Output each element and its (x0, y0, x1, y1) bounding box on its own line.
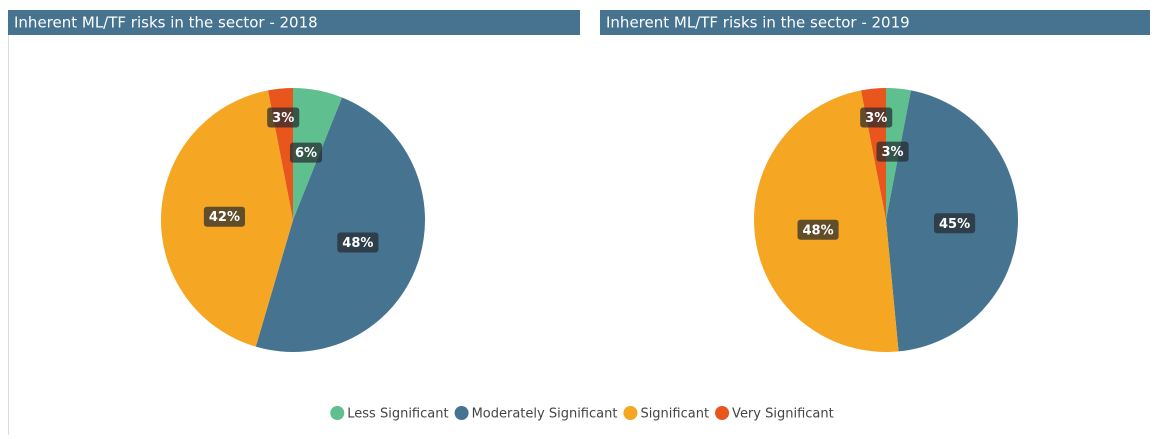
data-label-text: 3% (881, 145, 903, 160)
data-label-text: 48% (342, 236, 373, 251)
data-label-box (267, 107, 300, 128)
legend-swatch (623, 406, 638, 420)
data-label: 48% (797, 219, 839, 240)
data-label: 6% (289, 142, 323, 163)
data-label-box (860, 107, 893, 128)
data-label: 3% (860, 107, 893, 128)
chart-title: Inherent ML/TF risks in the sector - 201… (606, 14, 910, 32)
chart-title: Inherent ML/TF risks in the sector - 201… (14, 14, 318, 32)
data-label-box (289, 142, 323, 163)
data-label-box (933, 213, 976, 234)
data-label: 3% (267, 107, 300, 128)
legend-label: Very Significant (732, 407, 834, 422)
legend-label: Less Significant (347, 407, 448, 422)
data-label: 45% (933, 213, 976, 234)
data-label-box (797, 219, 839, 240)
title-bar (600, 10, 1150, 35)
data-label-text: 3% (272, 111, 294, 126)
legend-label: Significant (640, 407, 709, 422)
data-label-text: 48% (802, 223, 833, 238)
data-label-box (876, 141, 909, 162)
legend: Less Significant Moderately Significant Si… (330, 406, 834, 422)
data-label-box (337, 232, 379, 253)
legend-swatch (330, 406, 345, 420)
legend-label: Moderately Significant (472, 407, 618, 422)
data-label: 48% (337, 232, 379, 253)
legend-swatch (715, 406, 730, 420)
data-label-text: 6% (295, 146, 317, 161)
data-label: 42% (203, 206, 246, 227)
pie-slice (255, 97, 426, 353)
data-label-text: 42% (209, 210, 240, 225)
data-label-box (203, 206, 246, 227)
data-label-text: 3% (865, 111, 887, 126)
data-label-text: 45% (939, 217, 970, 232)
legend-swatch (454, 406, 469, 420)
data-label: 3% (876, 141, 909, 162)
title-bar (8, 10, 580, 35)
